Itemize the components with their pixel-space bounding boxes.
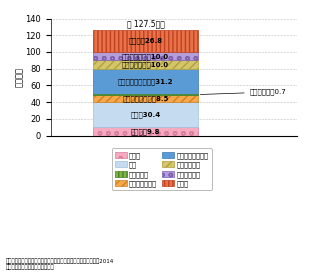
Bar — [94, 52, 197, 60]
Bar — [94, 102, 197, 127]
Text: 資料）（独）住宅金融支援機構「住宅取得に係る消費実態調査（2014
　　年度）」より国土交通省作成: 資料）（独）住宅金融支援機構「住宅取得に係る消費実態調査（2014 年度）」より… — [6, 258, 115, 270]
Bar — [94, 69, 197, 95]
Bar — [94, 127, 197, 136]
Text: 冷暖房器具類、10.0: 冷暖房器具類、10.0 — [122, 61, 169, 68]
Text: 家具類、26.8: 家具類、26.8 — [129, 37, 163, 44]
Text: 通信機器等、0.7: 通信機器等、0.7 — [200, 89, 286, 95]
Text: 照明・設備機具類、31.2: 照明・設備機具類、31.2 — [118, 79, 173, 85]
Text: その他、9.8: その他、9.8 — [131, 128, 160, 135]
Text: 家事用器具類、10.0: 家事用器具類、10.0 — [122, 53, 169, 60]
Bar — [94, 94, 197, 95]
Bar — [94, 95, 197, 102]
Text: 計 127.5万円: 計 127.5万円 — [127, 19, 164, 28]
Text: 交通、30.4: 交通、30.4 — [130, 111, 161, 118]
Bar — [94, 60, 197, 69]
Bar — [94, 30, 197, 52]
Y-axis label: （万円）: （万円） — [15, 67, 24, 87]
Legend: その他, 交通, 通信機器等, 教養・娯楽品類, 照明・設備機具類, 冷暖房器具類, 家事用器具類, 家具類: その他, 交通, 通信機器等, 教養・娯楽品類, 照明・設備機具類, 冷暖房器具… — [112, 148, 212, 191]
Text: 教養・娯楽品類、8.5: 教養・娯楽品類、8.5 — [122, 95, 169, 102]
